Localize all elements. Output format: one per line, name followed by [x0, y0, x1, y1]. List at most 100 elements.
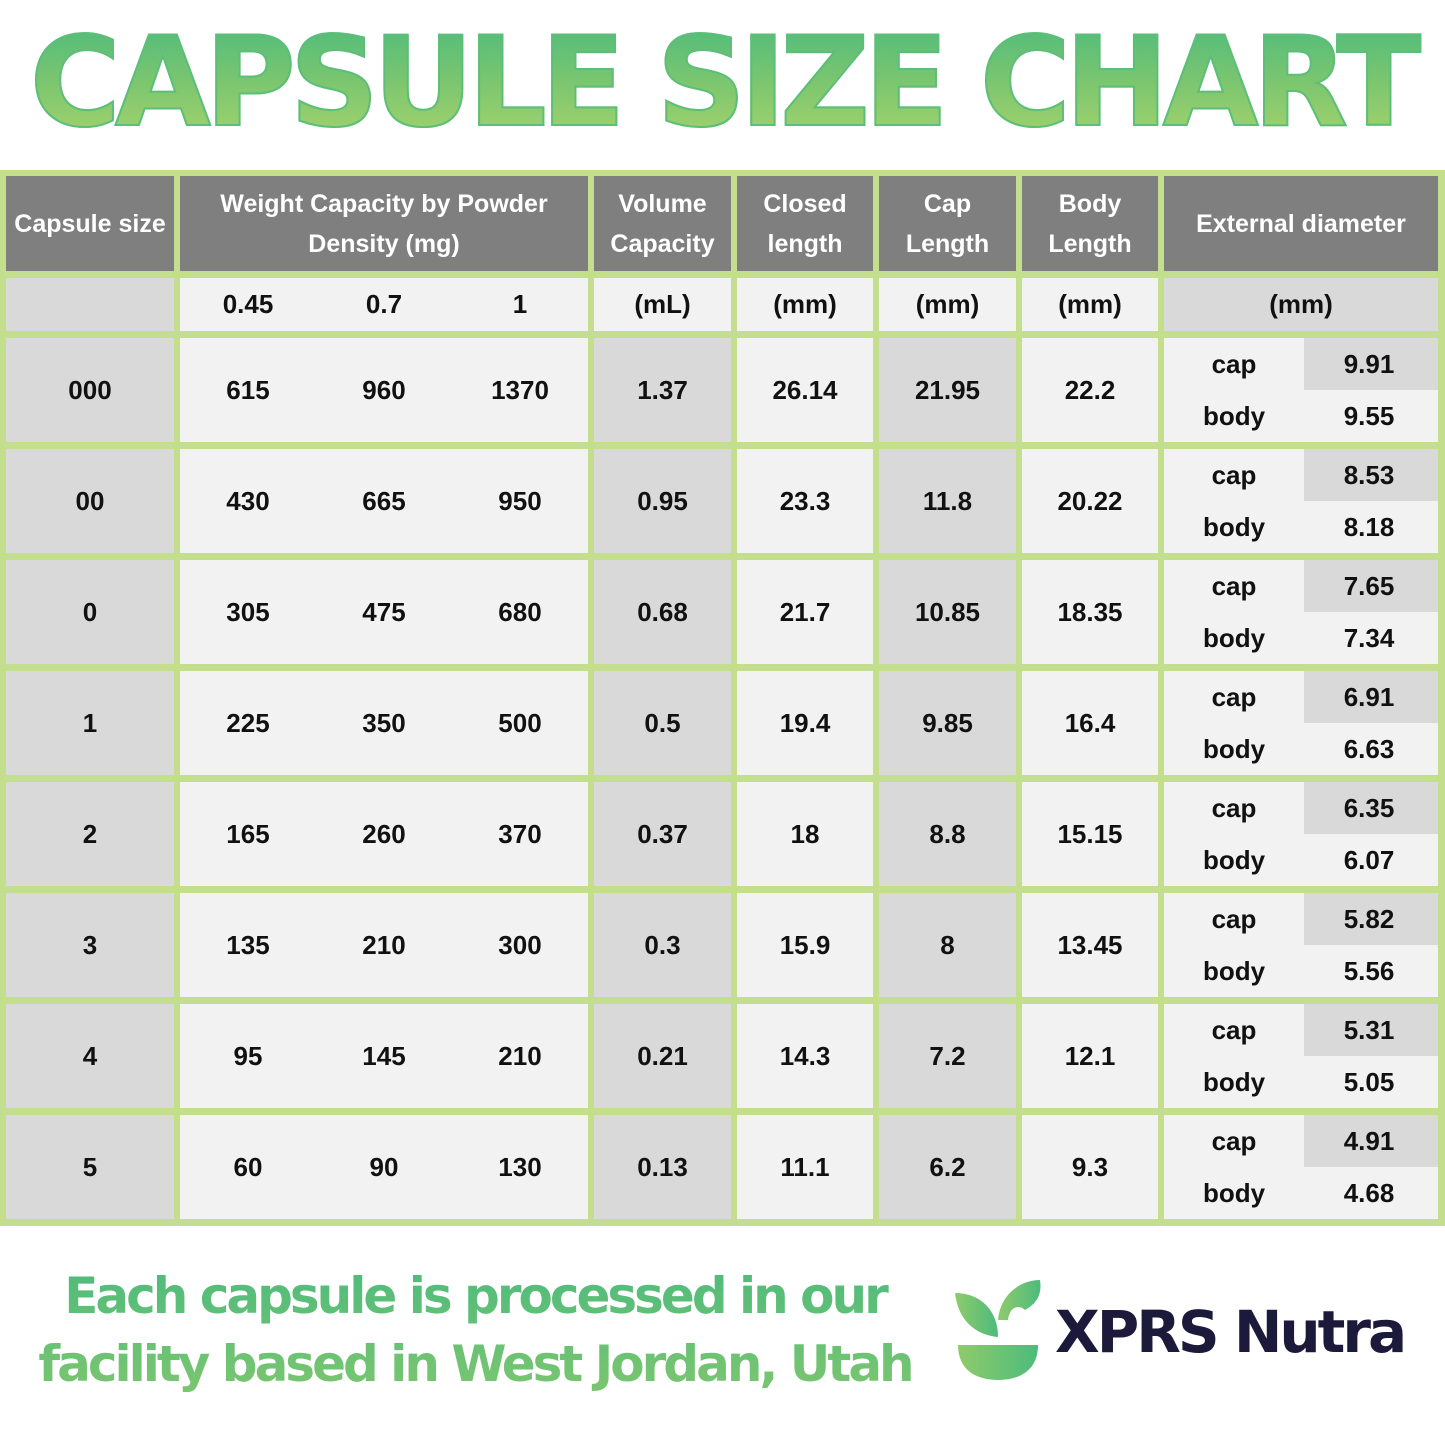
capsule-size-cell: 000: [6, 338, 174, 442]
ext-body-row: [1164, 945, 1438, 997]
ext-cap-value: 6.35: [1343, 792, 1395, 823]
footer-line-1: Each capsule is processed in our: [64, 1267, 886, 1325]
column-header: Volume Capacity: [594, 176, 731, 271]
body-length-cell: 22.2: [1022, 338, 1158, 442]
volume-cell: 0.3: [594, 893, 731, 997]
weight-group: [180, 449, 588, 553]
subheader-unit: (mm): [737, 278, 873, 331]
footer-text: Each capsule is processed in our facilit…: [10, 1262, 940, 1398]
capsule-size-cell: 00: [6, 449, 174, 553]
ext-body-value: 5.05: [1343, 1066, 1395, 1097]
body-length-cell: 15.15: [1022, 782, 1158, 886]
weight-cell: 1370: [491, 374, 549, 405]
weight-cell: 370: [498, 818, 542, 849]
ext-cap-value: 7.65: [1343, 570, 1395, 601]
capsule-size-cell: 2: [6, 782, 174, 886]
column-header: Closed length: [737, 176, 873, 271]
capsule-size-cell: 0: [6, 560, 174, 664]
weight-cell: 305: [226, 596, 270, 627]
weight-cell: 60: [233, 1151, 263, 1182]
volume-cell: 0.68: [594, 560, 731, 664]
ext-body-value: 9.55: [1343, 400, 1395, 431]
subheader-unit: (mm): [879, 278, 1016, 331]
weight-cell: 950: [498, 485, 542, 516]
ext-body-row: [1164, 834, 1438, 886]
ext-cap-value: 5.31: [1343, 1014, 1395, 1045]
volume-cell: 0.95: [594, 449, 731, 553]
subheader-density: 1: [512, 289, 528, 319]
ext-body-row: [1164, 612, 1438, 664]
cap-length-cell: 8: [879, 893, 1016, 997]
ext-body-value: 6.07: [1343, 844, 1395, 875]
subheader-weight-group: [180, 278, 588, 331]
ext-body-row: [1164, 1056, 1438, 1108]
brand-name: XPRS Nutra: [1055, 1298, 1407, 1366]
body-length-cell: 12.1: [1022, 1004, 1158, 1108]
weight-group: [180, 560, 588, 664]
footer-line-2: facility based in West Jordan, Utah: [38, 1335, 912, 1393]
capsule-size-table: Capsule size Weight Capacity by Powder De…: [0, 170, 1445, 1226]
column-header: Capsule size: [6, 176, 174, 271]
cap-length-cell: 9.85: [879, 671, 1016, 775]
cap-length-cell: 8.8: [879, 782, 1016, 886]
closed-length-cell: 15.9: [737, 893, 873, 997]
weight-cell: 210: [498, 1040, 542, 1071]
weight-group: [180, 893, 588, 997]
cap-length-cell: 6.2: [879, 1115, 1016, 1219]
closed-length-cell: 23.3: [737, 449, 873, 553]
cap-length-cell: 11.8: [879, 449, 1016, 553]
capsule-size-cell: 1: [6, 671, 174, 775]
ext-cap-label: cap: [1164, 449, 1304, 501]
weight-group: [180, 782, 588, 886]
ext-cap-label: cap: [1164, 338, 1304, 390]
page-title: CAPSULE SIZE CHART: [0, 17, 1445, 149]
weight-cell: 135: [226, 929, 270, 960]
capsule-size-cell: 4: [6, 1004, 174, 1108]
ext-cap-label: cap: [1164, 782, 1304, 834]
weight-cell: 665: [362, 485, 406, 516]
weight-group: [180, 1004, 588, 1108]
ext-cap-label: cap: [1164, 560, 1304, 612]
weight-cell: 615: [226, 374, 270, 405]
ext-body-value: 5.56: [1343, 955, 1395, 986]
weight-cell: 260: [362, 818, 406, 849]
weight-cell: 225: [226, 707, 270, 738]
volume-cell: 0.37: [594, 782, 731, 886]
subheader-density: 0.45: [222, 289, 274, 319]
ext-body-row: [1164, 501, 1438, 553]
closed-length-cell: 21.7: [737, 560, 873, 664]
column-header: Body Length: [1022, 176, 1158, 271]
ext-cap-value: 9.91: [1343, 348, 1395, 379]
weight-cell: 130: [498, 1151, 542, 1182]
subheader-unit: (mm): [1022, 278, 1158, 331]
ext-body-label: body: [1202, 733, 1266, 764]
ext-body-label: body: [1202, 511, 1266, 542]
ext-cap-label: cap: [1164, 893, 1304, 945]
column-header: External diameter: [1164, 176, 1438, 271]
closed-length-cell: 19.4: [737, 671, 873, 775]
weight-cell: 500: [498, 707, 542, 738]
ext-body-row: [1164, 723, 1438, 775]
weight-group: [180, 671, 588, 775]
ext-body-value: 7.34: [1343, 622, 1395, 653]
weight-cell: 350: [362, 707, 406, 738]
ext-body-label: body: [1202, 622, 1266, 653]
capsule-size-cell: 5: [6, 1115, 174, 1219]
volume-cell: 0.5: [594, 671, 731, 775]
body-length-cell: 18.35: [1022, 560, 1158, 664]
weight-cell: 300: [498, 929, 542, 960]
weight-group: [180, 1115, 588, 1219]
ext-cap-value: 6.91: [1343, 681, 1395, 712]
weight-cell: 475: [362, 596, 406, 627]
volume-cell: 0.21: [594, 1004, 731, 1108]
ext-cap-label: cap: [1164, 671, 1304, 723]
closed-length-cell: 18: [737, 782, 873, 886]
ext-body-row: [1164, 1167, 1438, 1219]
ext-cap-label: cap: [1164, 1004, 1304, 1056]
column-header: Weight Capacity by Powder Density (mg): [180, 176, 588, 271]
weight-cell: 165: [226, 818, 270, 849]
subheader-unit: (mL): [594, 278, 731, 331]
weight-cell: 145: [362, 1040, 406, 1071]
weight-cell: 90: [369, 1151, 399, 1182]
ext-body-value: 6.63: [1343, 733, 1395, 764]
